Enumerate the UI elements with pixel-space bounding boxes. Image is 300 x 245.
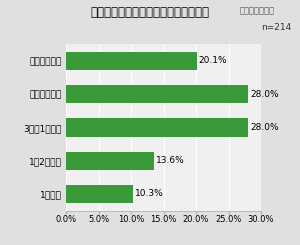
Text: （複数回答可）: （複数回答可）	[240, 6, 275, 15]
Bar	[66, 185, 133, 203]
Text: 「効果測定ページ」をいつ見ますか？: 「効果測定ページ」をいつ見ますか？	[91, 6, 209, 19]
Bar	[66, 52, 197, 70]
Text: 13.6%: 13.6%	[156, 156, 185, 165]
Bar	[66, 118, 248, 136]
Text: 28.0%: 28.0%	[250, 123, 279, 132]
Bar	[66, 152, 154, 170]
Text: n=214: n=214	[261, 23, 291, 32]
Text: 10.3%: 10.3%	[135, 189, 164, 198]
Text: 28.0%: 28.0%	[250, 90, 279, 99]
Bar	[66, 85, 248, 103]
Text: 20.1%: 20.1%	[199, 56, 227, 65]
